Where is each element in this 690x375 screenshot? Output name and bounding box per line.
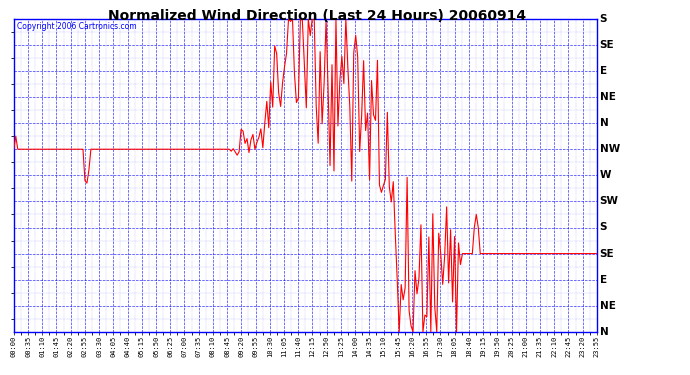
Text: E: E — [600, 274, 607, 285]
Text: W: W — [600, 170, 611, 180]
Text: S: S — [600, 14, 607, 24]
Text: SW: SW — [600, 196, 619, 206]
Text: Copyright 2006 Cartronics.com: Copyright 2006 Cartronics.com — [17, 22, 137, 31]
Text: NE: NE — [600, 92, 615, 102]
Text: Normalized Wind Direction (Last 24 Hours) 20060914: Normalized Wind Direction (Last 24 Hours… — [108, 9, 526, 23]
Text: N: N — [600, 118, 609, 128]
Text: SE: SE — [600, 40, 614, 50]
Text: NE: NE — [600, 301, 615, 311]
Text: E: E — [600, 66, 607, 76]
Text: SE: SE — [600, 249, 614, 259]
Text: N: N — [600, 327, 609, 337]
Text: S: S — [600, 222, 607, 232]
Text: NW: NW — [600, 144, 620, 154]
